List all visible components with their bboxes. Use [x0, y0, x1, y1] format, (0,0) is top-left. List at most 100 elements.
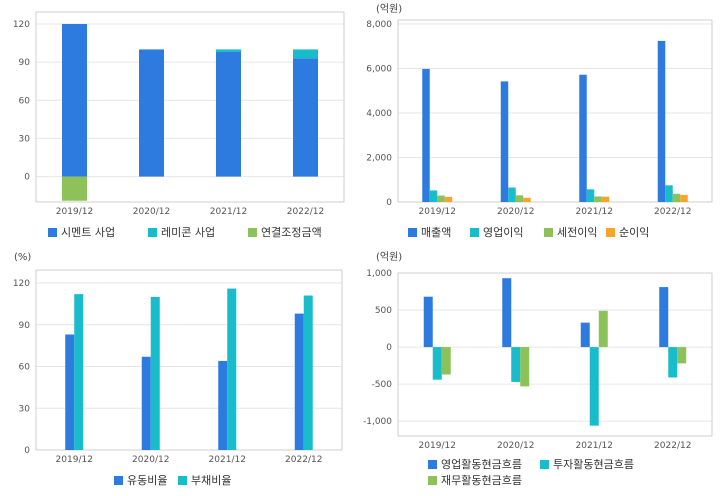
- plot-frame: [35, 269, 343, 451]
- legend-label: 영업이익: [483, 226, 523, 239]
- bar-1-2022-12: [294, 313, 304, 450]
- legend-swatch: [48, 228, 57, 237]
- bar-3-2021-12: [594, 196, 602, 202]
- legend-label: 연결조정금액: [261, 226, 322, 239]
- legend-label: 재무활동현금흐름: [441, 473, 522, 487]
- bar-2-2020-12: [150, 296, 160, 450]
- bar-2-2021-12: [216, 49, 241, 52]
- y-tick-label: 0: [24, 446, 30, 456]
- bar-1-2020-12: [141, 356, 151, 450]
- legend-swatch: [114, 476, 123, 485]
- bar-3-2022-12: [677, 347, 687, 364]
- x-tick-label: 2021/12: [576, 207, 613, 217]
- chart-panel-4: -1,000 -500 0 500 1,000 (억원) 2019/12 2020/12 202…: [363, 251, 713, 487]
- bar-3-2020-12: [515, 195, 524, 202]
- bar-1-2021-12: [580, 322, 590, 348]
- x-tick-label: 2021/12: [209, 455, 246, 465]
- x-tick-label: 2022/12: [654, 441, 691, 451]
- bar-2-2019-12: [429, 190, 438, 202]
- legend-swatch: [470, 228, 479, 237]
- y-tick-label: 60: [19, 96, 31, 106]
- legend-swatch: [428, 460, 437, 469]
- bar-1-2019-12: [65, 334, 75, 450]
- bar-1-2021-12: [216, 51, 241, 177]
- x-tick-label: 2021/12: [210, 207, 247, 217]
- bar-2-2020-12: [508, 187, 516, 202]
- y-tick-label: -1,000: [363, 417, 392, 427]
- bar-2-2019-12: [74, 294, 84, 450]
- y-tick-label: 8,000: [366, 20, 392, 30]
- y-tick-label: 2,000: [366, 154, 392, 164]
- y-tick-label: 90: [19, 58, 31, 68]
- bar-1-2022-12: [659, 287, 669, 348]
- legend-swatch: [544, 228, 553, 237]
- legend-label: 매출액: [421, 226, 451, 239]
- bar-3-2019-12: [62, 176, 87, 201]
- y-tick-label: 120: [13, 20, 30, 30]
- bar-1-2019-12: [423, 296, 433, 348]
- y-tick-label: 30: [19, 134, 31, 144]
- y-tick-label: -500: [372, 380, 393, 390]
- x-tick-label: 2020/12: [497, 207, 534, 217]
- x-tick-label: 2019/12: [419, 441, 456, 451]
- bar-2-2022-12: [303, 295, 313, 450]
- legend-label: 부채비율: [191, 474, 231, 487]
- bar-1-2020-12: [502, 278, 512, 348]
- legend-swatch: [428, 476, 437, 485]
- x-tick-label: 2020/12: [132, 455, 169, 465]
- chart-panel-1: 0 30 60 90 120 2019/12 2020/12 2021/12 2022/12 시멘…: [13, 11, 345, 239]
- legend-label: 투자활동현금흐름: [553, 457, 634, 471]
- bar-1-2020-12: [500, 81, 509, 202]
- bar-3-2020-12: [520, 347, 530, 387]
- unit-label: (%): [14, 252, 31, 263]
- x-tick-label: 2021/12: [576, 441, 613, 451]
- x-tick-label: 2022/12: [285, 455, 322, 465]
- x-tick-label: 2020/12: [133, 207, 170, 217]
- unit-label: (억원): [376, 3, 402, 15]
- x-tick-label: 2019/12: [56, 455, 93, 465]
- bar-2-2020-12: [511, 347, 521, 382]
- legend-label: 시멘트 사업: [61, 226, 115, 239]
- legend-swatch: [540, 460, 549, 469]
- plot-frame: [397, 272, 713, 437]
- legend-swatch: [248, 228, 257, 237]
- legend-swatch: [606, 228, 615, 237]
- y-tick-label: 6,000: [366, 65, 392, 75]
- legend-swatch: [178, 476, 187, 485]
- bar-2-2019-12: [432, 347, 442, 380]
- x-tick-label: 2022/12: [287, 207, 324, 217]
- y-tick-label: 0: [386, 198, 392, 208]
- chart-panel-2: 0 2,000 4,000 6,000 8,000 (억원) 2019/12 2020/12 2…: [366, 3, 713, 239]
- bar-3-2019-12: [441, 347, 451, 375]
- plot-frame: [397, 19, 713, 203]
- bar-2-2022-12: [668, 347, 678, 378]
- bar-4-2019-12: [444, 196, 453, 202]
- bar-4-2022-12: [680, 194, 688, 202]
- bar-1-2019-12: [62, 24, 87, 177]
- bar-3-2022-12: [672, 193, 681, 202]
- x-tick-label: 2020/12: [497, 441, 534, 451]
- bar-2-2022-12: [293, 49, 318, 59]
- bar-1-2022-12: [657, 40, 666, 202]
- bar-2-2021-12: [227, 288, 237, 450]
- y-tick-label: 30: [19, 404, 31, 414]
- y-tick-label: 120: [13, 279, 30, 289]
- unit-label: (억원): [376, 251, 402, 263]
- chart-panel-3: 0 30 60 90 120 (%) 2019/12 2020/12 2021/12 2022/1…: [13, 252, 343, 487]
- bar-3-2021-12: [598, 310, 608, 348]
- x-tick-label: 2022/12: [654, 207, 691, 217]
- bar-1-2019-12: [422, 68, 430, 202]
- bar-1-2021-12: [579, 74, 587, 202]
- bar-2-2022-12: [665, 185, 673, 202]
- legend-label: 유동비율: [127, 474, 167, 487]
- legend-swatch: [148, 228, 157, 237]
- y-tick-label: 60: [19, 363, 31, 373]
- bar-1-2022-12: [293, 58, 318, 177]
- legend-label: 순이익: [619, 226, 649, 239]
- bar-4-2020-12: [523, 197, 531, 202]
- bar-2-2021-12: [586, 189, 595, 202]
- legend-label: 영업활동현금흐름: [441, 457, 522, 471]
- y-tick-label: 0: [386, 343, 392, 353]
- bar-1-2020-12: [139, 49, 164, 177]
